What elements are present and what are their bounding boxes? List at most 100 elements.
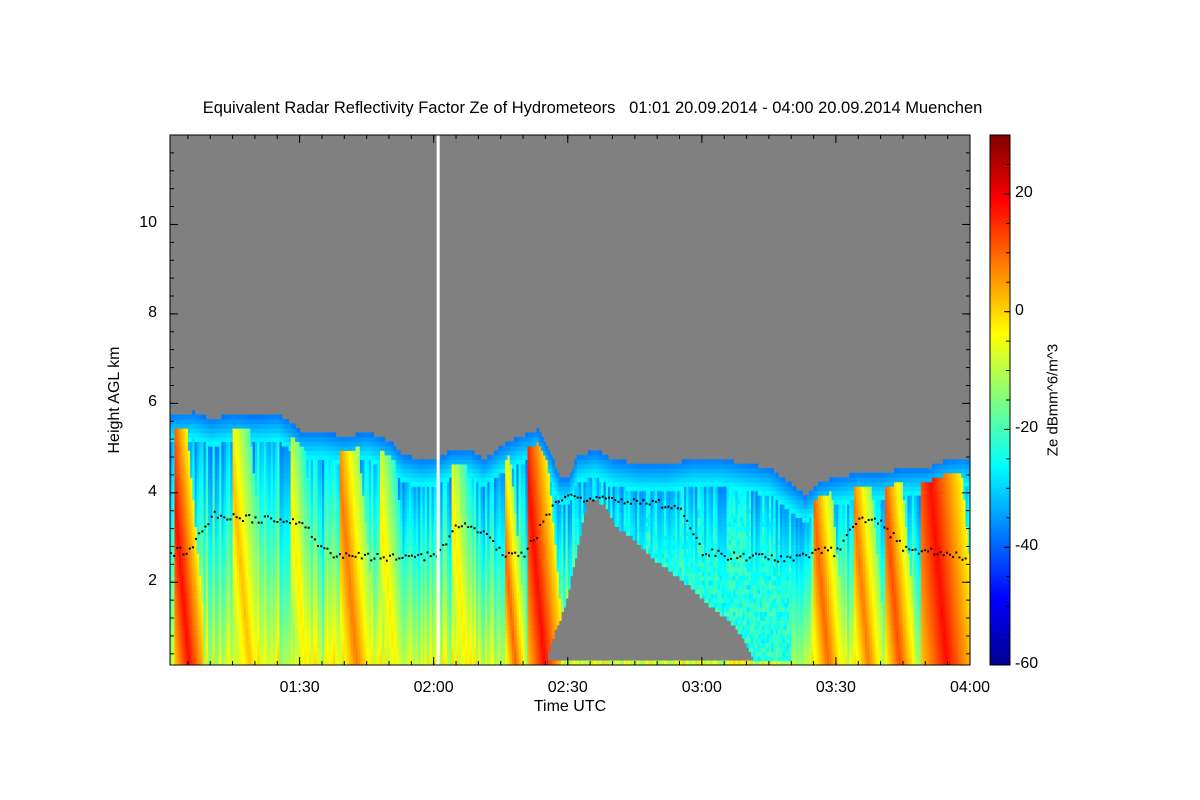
- reflectivity-cell: [342, 490, 345, 496]
- reflectivity-cell: [248, 539, 251, 545]
- reflectivity-cell: [275, 504, 278, 510]
- reflectivity-cell: [259, 481, 263, 487]
- reflectivity-cell: [246, 486, 249, 492]
- reflectivity-cell: [203, 530, 207, 536]
- reflectivity-cell: [196, 495, 200, 501]
- reflectivity-cell: [254, 535, 258, 541]
- reflectivity-cell: [228, 499, 231, 505]
- reflectivity-cell: [210, 642, 213, 648]
- reflectivity-cell: [290, 548, 294, 554]
- reflectivity-cell: [317, 445, 321, 451]
- reflectivity-cell: [330, 597, 334, 603]
- reflectivity-cell: [205, 486, 209, 492]
- reflectivity-cell: [192, 647, 196, 653]
- reflectivity-cell: [261, 633, 265, 639]
- reflectivity-cell: [261, 504, 265, 510]
- reflectivity-cell: [203, 584, 207, 590]
- reflectivity-cell: [368, 544, 372, 550]
- reflectivity-cell: [178, 602, 182, 608]
- reflectivity-cell: [328, 463, 332, 469]
- reflectivity-cell: [310, 459, 314, 465]
- reflectivity-cell: [190, 629, 193, 635]
- reflectivity-cell: [304, 499, 307, 505]
- reflectivity-cell: [368, 459, 372, 465]
- reflectivity-cell: [371, 584, 374, 590]
- reflectivity-cell: [246, 651, 249, 657]
- reflectivity-cell: [199, 620, 202, 626]
- reflectivity-cell: [257, 450, 260, 456]
- reflectivity-cell: [317, 562, 321, 568]
- reflectivity-cell: [221, 477, 225, 483]
- reflectivity-cell: [261, 642, 265, 648]
- reflectivity-cell: [317, 624, 321, 630]
- reflectivity-cell: [319, 526, 323, 532]
- reflectivity-cell: [288, 620, 292, 626]
- reflectivity-cell: [248, 490, 251, 496]
- reflectivity-cell: [172, 624, 175, 630]
- reflectivity-cell: [330, 548, 334, 554]
- reflectivity-cell: [216, 441, 220, 447]
- reflectivity-cell: [263, 660, 267, 665]
- reflectivity-cell: [205, 441, 209, 447]
- reflectivity-cell: [252, 445, 256, 451]
- reflectivity-cell: [246, 428, 249, 434]
- reflectivity-cell: [239, 660, 243, 665]
- reflectivity-cell: [277, 445, 281, 451]
- reflectivity-cell: [234, 557, 238, 563]
- reflectivity-cell: [339, 526, 343, 532]
- reflectivity-cell: [275, 539, 278, 545]
- reflectivity-cell: [187, 611, 191, 617]
- reflectivity-cell: [330, 584, 334, 590]
- reflectivity-cell: [243, 548, 247, 554]
- reflectivity-cell: [277, 553, 281, 559]
- reflectivity-cell: [371, 517, 374, 523]
- reflectivity-cell: [176, 548, 180, 554]
- reflectivity-cell: [230, 548, 234, 554]
- reflectivity-cell: [257, 615, 260, 621]
- reflectivity-cell: [185, 584, 189, 590]
- reflectivity-cell: [263, 539, 267, 545]
- reflectivity-cell: [308, 521, 312, 527]
- reflectivity-cell: [339, 512, 343, 518]
- reflectivity-cell: [214, 468, 218, 474]
- reflectivity-cell: [254, 566, 258, 572]
- reflectivity-cell: [348, 548, 352, 554]
- reflectivity-cell: [306, 441, 310, 447]
- reflectivity-cell: [216, 521, 220, 527]
- reflectivity-field: [170, 410, 970, 665]
- reflectivity-cell: [268, 436, 272, 442]
- reflectivity-cell: [248, 651, 251, 657]
- reflectivity-cell: [346, 486, 350, 492]
- reflectivity-cell: [324, 562, 327, 568]
- reflectivity-cell: [344, 481, 348, 487]
- reflectivity-cell: [275, 660, 278, 665]
- reflectivity-cell: [230, 472, 234, 478]
- reflectivity-cell: [263, 477, 267, 483]
- reflectivity-cell: [205, 651, 209, 657]
- reflectivity-cell: [281, 544, 285, 550]
- reflectivity-cell: [315, 486, 319, 492]
- reflectivity-cell: [295, 445, 298, 451]
- reflectivity-cell: [219, 544, 222, 550]
- reflectivity-cell: [288, 589, 292, 595]
- reflectivity-cell: [272, 544, 276, 550]
- reflectivity-cell: [286, 660, 289, 665]
- reflectivity-cell: [192, 454, 196, 460]
- reflectivity-cell: [259, 530, 263, 536]
- reflectivity-cell: [277, 575, 281, 581]
- reflectivity-cell: [275, 526, 278, 532]
- reflectivity-cell: [181, 580, 184, 586]
- reflectivity-cell: [232, 544, 236, 550]
- reflectivity-cell: [241, 450, 245, 456]
- reflectivity-cell: [170, 459, 173, 465]
- reflectivity-cell: [185, 454, 189, 460]
- reflectivity-cell: [174, 557, 178, 563]
- reflectivity-cell: [275, 589, 278, 595]
- reflectivity-cell: [203, 521, 207, 527]
- reflectivity-cell: [210, 651, 213, 657]
- reflectivity-cell: [205, 521, 209, 527]
- reflectivity-cell: [178, 526, 182, 532]
- reflectivity-cell: [228, 414, 231, 420]
- reflectivity-cell: [301, 597, 305, 603]
- reflectivity-cell: [216, 486, 220, 492]
